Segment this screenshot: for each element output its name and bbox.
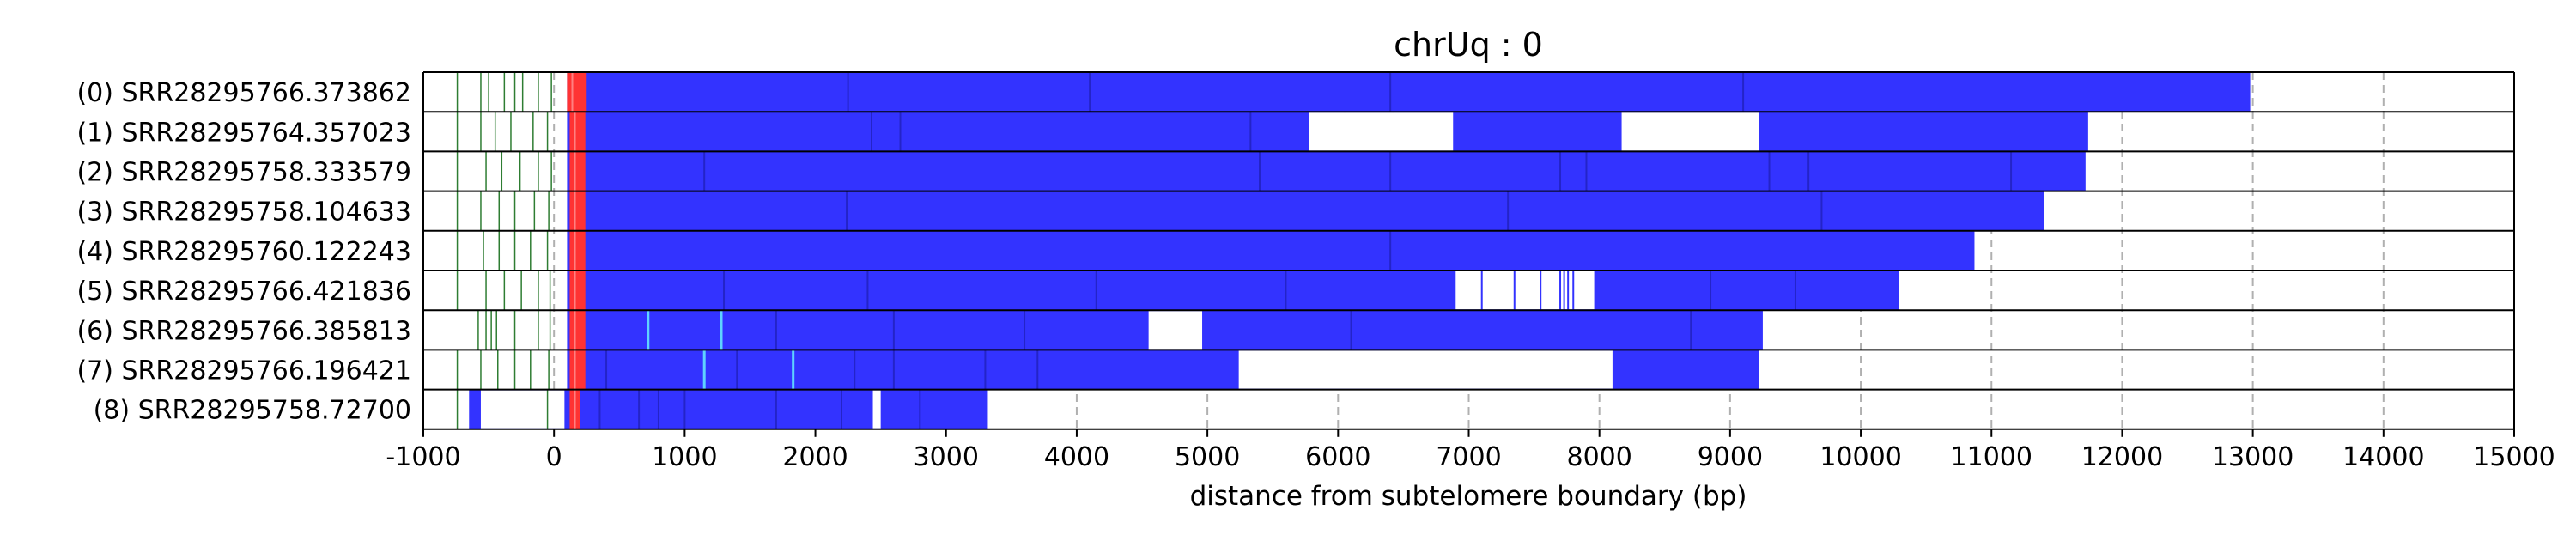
telomere-region <box>567 72 587 112</box>
read-row: (1) SRR28295764.357023 <box>76 112 2088 152</box>
x-tick-label: 2000 <box>782 442 848 472</box>
repeat-span <box>567 191 2044 231</box>
x-tick-label: 10000 <box>1820 442 1901 472</box>
telomere-region <box>569 230 586 270</box>
x-tick-label: 1000 <box>652 442 717 472</box>
telomere-region <box>569 310 586 350</box>
read-row: (4) SRR28295760.122243 <box>76 230 1975 270</box>
repeat-span <box>567 151 2086 191</box>
x-tick-label: 3000 <box>914 442 979 472</box>
repeat-span <box>567 270 1899 311</box>
read-rows: (0) SRR28295766.373862 (1) SRR28295764.35… <box>76 72 2251 429</box>
repeat-span <box>567 230 1975 270</box>
chart-title: chrUq : 0 <box>1394 26 1543 64</box>
gap <box>1455 271 1595 310</box>
x-tick-label: 14000 <box>2342 442 2424 472</box>
read-row: (6) SRR28295766.385813 <box>76 310 1763 350</box>
read-row: (7) SRR28295766.196421 <box>76 350 1759 390</box>
telomere-region <box>569 270 586 311</box>
read-row: (0) SRR28295766.373862 <box>76 72 2251 112</box>
row-label: (2) SRR28295758.333579 <box>76 158 411 188</box>
row-label: (8) SRR28295758.72700 <box>94 396 411 426</box>
x-axis: -1000 0 1000 2000 3000 4000 5000 6000 7000 8000 90… <box>386 429 2555 472</box>
row-label: (1) SRR28295764.357023 <box>76 118 411 148</box>
row-label: (0) SRR28295766.373862 <box>76 78 411 108</box>
gap <box>480 390 565 429</box>
row-label: (7) SRR28295766.196421 <box>76 356 411 386</box>
telomere-region <box>569 350 586 390</box>
x-tick-label: 12000 <box>2081 442 2163 472</box>
x-tick-label: -1000 <box>386 442 460 472</box>
x-tick-label: 5000 <box>1175 442 1240 472</box>
x-axis-title: distance from subtelomere boundary (bp) <box>1190 481 1747 512</box>
read-row: (2) SRR28295758.333579 <box>76 151 2086 191</box>
telomere-region <box>569 112 586 152</box>
read-row: (8) SRR28295758.72700 <box>94 389 988 429</box>
x-tick-label: 7000 <box>1436 442 1501 472</box>
row-label: (3) SRR28295758.104633 <box>76 198 411 228</box>
telomere-region <box>569 191 586 231</box>
gap <box>1148 311 1203 350</box>
plot-frame <box>422 71 2515 430</box>
row-label: (4) SRR28295760.122243 <box>76 237 411 267</box>
read-row: (5) SRR28295766.421836 <box>76 270 1899 311</box>
x-tick-label: 9000 <box>1698 442 1763 472</box>
x-tick-label: 4000 <box>1044 442 1109 472</box>
read-row: (3) SRR28295758.104633 <box>76 191 2044 231</box>
gap <box>1309 112 1454 151</box>
gap <box>1238 350 1613 389</box>
x-tick-label: 8000 <box>1567 442 1632 472</box>
row-label: (6) SRR28295766.385813 <box>76 316 411 346</box>
x-tick-label: 11000 <box>1951 442 2032 472</box>
gap <box>872 390 881 429</box>
repeat-span <box>567 72 2251 112</box>
x-tick-label: 13000 <box>2212 442 2293 472</box>
row-label: (5) SRR28295766.421836 <box>76 277 411 307</box>
x-tick-label: 6000 <box>1305 442 1370 472</box>
gap <box>1621 112 1759 151</box>
telomere-region <box>569 151 586 191</box>
x-tick-label: 15000 <box>2473 442 2555 472</box>
x-tick-label: 0 <box>546 442 562 472</box>
